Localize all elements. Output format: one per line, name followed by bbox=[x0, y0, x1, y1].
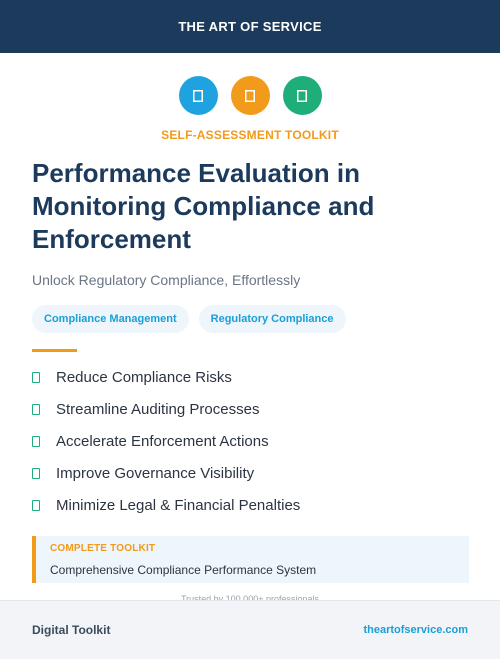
tag-regulatory-compliance[interactable]: Regulatory Compliance bbox=[198, 305, 346, 333]
callout-label: COMPLETE TOOLKIT bbox=[50, 543, 156, 554]
page-footer: Digital Toolkit theartofservice.com bbox=[0, 600, 500, 659]
benefit-text: Minimize Legal & Financial Penalties bbox=[56, 496, 301, 514]
check-icon bbox=[32, 467, 40, 479]
list-item: Accelerate Enforcement Actions bbox=[32, 431, 300, 451]
document-icon bbox=[282, 76, 322, 115]
page-subtitle: Unlock Regulatory Compliance, Effortless… bbox=[32, 272, 301, 288]
benefit-text: Accelerate Enforcement Actions bbox=[56, 432, 269, 450]
eyebrow-label: SELF-ASSESSMENT TOOLKIT bbox=[161, 128, 339, 142]
benefit-text: Reduce Compliance Risks bbox=[56, 368, 232, 386]
tag-compliance-management[interactable]: Compliance Management bbox=[32, 305, 189, 333]
list-item: Reduce Compliance Risks bbox=[32, 367, 300, 387]
tag-list: Compliance Management Regulatory Complia… bbox=[32, 305, 346, 333]
website-link[interactable]: theartofservice.com bbox=[363, 624, 468, 636]
toolkit-callout: COMPLETE TOOLKIT Comprehensive Complianc… bbox=[32, 536, 469, 583]
benefit-list: Reduce Compliance Risks Streamline Audit… bbox=[32, 367, 300, 527]
document-icon bbox=[178, 76, 218, 115]
footer-label: Digital Toolkit bbox=[32, 623, 111, 637]
list-item: Minimize Legal & Financial Penalties bbox=[32, 495, 300, 515]
brand-name: THE ART OF SERVICE bbox=[178, 19, 322, 34]
check-icon bbox=[32, 403, 40, 415]
list-item: Improve Governance Visibility bbox=[32, 463, 300, 483]
icon-row bbox=[0, 76, 500, 115]
check-icon bbox=[32, 499, 40, 511]
benefit-text: Streamline Auditing Processes bbox=[56, 400, 260, 418]
check-icon bbox=[32, 435, 40, 447]
callout-text: Comprehensive Compliance Performance Sys… bbox=[50, 563, 317, 577]
page-title: Performance Evaluation in Monitoring Com… bbox=[32, 158, 375, 254]
list-item: Streamline Auditing Processes bbox=[32, 399, 300, 419]
document-icon bbox=[230, 76, 270, 115]
trusted-by-text: Trusted by 100,000+ professionals bbox=[180, 594, 319, 601]
check-icon bbox=[32, 371, 40, 383]
page-header: THE ART OF SERVICE bbox=[0, 0, 500, 53]
accent-divider bbox=[32, 349, 77, 352]
benefit-text: Improve Governance Visibility bbox=[56, 464, 255, 482]
